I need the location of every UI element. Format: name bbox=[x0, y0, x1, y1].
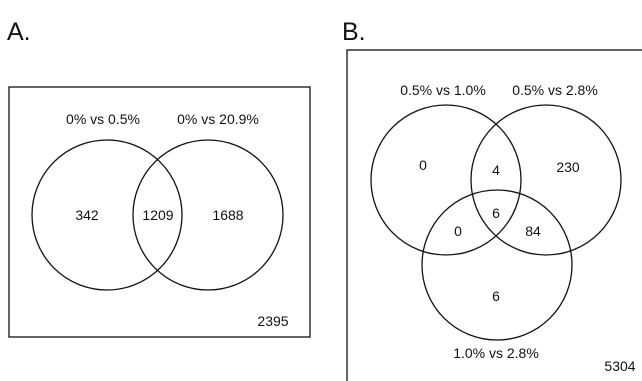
panel-b-count-left-only: 0 bbox=[419, 157, 427, 173]
panel-a-letter: A. bbox=[7, 18, 31, 46]
panel-b: B. 0.5% vs 1.0% 0.5% vs 2.8% 1.0% vs 2.8… bbox=[342, 18, 642, 381]
panel-b-count-outside: 5304 bbox=[604, 358, 635, 374]
panel-b-set-label-right: 0.5% vs 2.8% bbox=[512, 82, 598, 98]
panel-a-set-label-right: 0% vs 20.9% bbox=[177, 111, 259, 127]
panel-b-count-left-right: 4 bbox=[492, 162, 500, 178]
panel-b-set-label-left: 0.5% vs 1.0% bbox=[400, 82, 486, 98]
panel-a-count-intersection: 1209 bbox=[142, 207, 173, 223]
panel-a-count-outside: 2395 bbox=[257, 313, 288, 329]
panel-a-count-left-only: 342 bbox=[75, 207, 99, 223]
panel-b-set-label-bottom: 1.0% vs 2.8% bbox=[453, 345, 539, 361]
panel-b-count-right-only: 230 bbox=[556, 159, 580, 175]
panel-b-count-left-bottom: 0 bbox=[454, 223, 462, 239]
panel-a-circle-left bbox=[31, 139, 183, 291]
panel-a-frame bbox=[8, 86, 311, 338]
panel-b-circle-left bbox=[370, 104, 522, 256]
panel-a-circle-right bbox=[132, 139, 284, 291]
panel-b-circle-right bbox=[470, 104, 622, 256]
panel-b-circle-bottom bbox=[421, 189, 573, 341]
panel-a-set-label-left: 0% vs 0.5% bbox=[66, 111, 140, 127]
panel-b-count-right-bottom: 84 bbox=[525, 223, 541, 239]
panel-a: A. 0% vs 0.5% 0% vs 20.9% 342 1209 1688 … bbox=[7, 18, 311, 338]
panel-b-count-bottom-only: 6 bbox=[492, 288, 500, 304]
panel-b-count-all-three: 6 bbox=[492, 205, 500, 221]
panel-a-count-right-only: 1688 bbox=[212, 207, 243, 223]
panel-b-frame bbox=[346, 49, 642, 381]
panel-b-letter: B. bbox=[342, 18, 366, 46]
